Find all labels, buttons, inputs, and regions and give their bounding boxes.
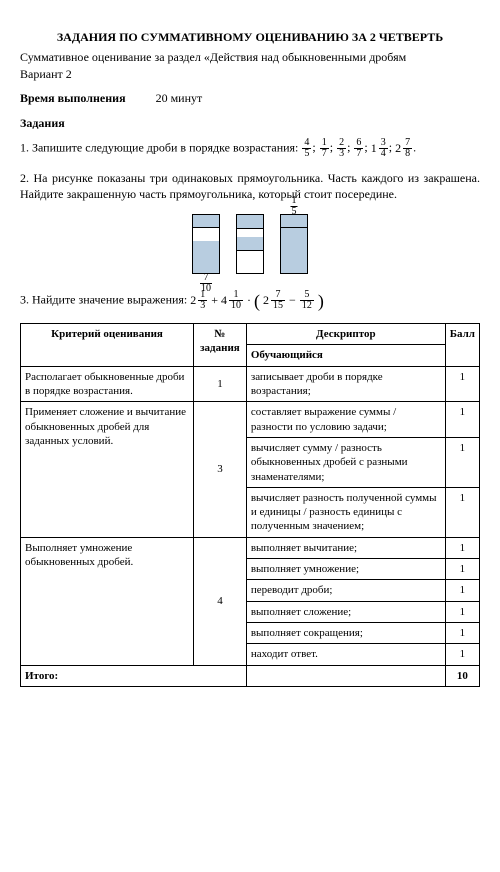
total-value: 10 [445, 665, 479, 686]
descriptor-cell: выполняет вычитание; [246, 537, 445, 558]
criterion-cell: Располагает обыкновенные дроби в порядке… [21, 366, 194, 402]
table-body: Располагает обыкновенные дроби в порядке… [21, 366, 480, 665]
score-cell: 1 [445, 402, 479, 438]
time-label: Время выполнения [20, 91, 126, 105]
descriptor-cell: выполняет умножение; [246, 559, 445, 580]
rect-1: 710 [192, 214, 220, 274]
variant: Вариант 2 [20, 67, 480, 83]
score-cell: 1 [445, 580, 479, 601]
rect-3: 15 [280, 214, 308, 274]
score-cell: 1 [445, 622, 479, 643]
table-row: Выполняет умножение обыкновенных дробей.… [21, 537, 480, 558]
tasks-heading: Задания [20, 116, 480, 132]
score-cell: 1 [445, 537, 479, 558]
total-empty [246, 665, 445, 686]
descriptor-cell: вычисляет разность полученной суммы и ед… [246, 487, 445, 537]
table-row: Располагает обыкновенные дроби в порядке… [21, 366, 480, 402]
task-number-cell: 4 [194, 537, 247, 665]
table-header-row: Критерий оценивания № задания Дескриптор… [21, 324, 480, 345]
descriptor-cell: составляет выражение суммы / разности по… [246, 402, 445, 438]
time-row: Время выполнения 20 минут [20, 91, 480, 107]
rect-2 [236, 214, 264, 274]
total-label: Итого: [21, 665, 247, 686]
criterion-cell: Применяет сложение и вычитание обыкновен… [21, 402, 194, 537]
score-cell: 1 [445, 487, 479, 537]
rectangles-diagram: 710 15 [20, 214, 480, 274]
descriptor-cell: находит ответ. [246, 644, 445, 665]
th-score: Балл [445, 324, 479, 367]
rect-3-label: 15 [290, 196, 299, 217]
descriptor-cell: переводит дроби; [246, 580, 445, 601]
table-total-row: Итого: 10 [21, 665, 480, 686]
rect-1-label: 710 [199, 273, 213, 294]
th-number: № задания [194, 324, 247, 367]
table-row: Применяет сложение и вычитание обыкновен… [21, 402, 480, 438]
descriptor-cell: выполняет сокращения; [246, 622, 445, 643]
task-1-fractions: 45; 17; 23; 67; 134; 278 [301, 140, 413, 154]
subtitle: Суммативное оценивание за раздел «Действ… [20, 50, 480, 66]
th-criterion: Критерий оценивания [21, 324, 194, 367]
page-title: ЗАДАНИЯ ПО СУММАТИВНОМУ ОЦЕНИВАНИЮ ЗА 2 … [20, 30, 480, 46]
th-descriptor: Дескриптор [246, 324, 445, 345]
score-cell: 1 [445, 366, 479, 402]
task-1: 1. Запишите следующие дроби в порядке во… [20, 138, 480, 159]
task-number-cell: 3 [194, 402, 247, 537]
task-2: 2. На рисунке показаны три одинаковых пр… [20, 171, 480, 202]
descriptor-cell: вычисляет сумму / разность обыкновенных … [246, 437, 445, 487]
descriptor-cell: выполняет сложение; [246, 601, 445, 622]
rubric-table: Критерий оценивания № задания Дескриптор… [20, 323, 480, 687]
descriptor-cell: записывает дроби в порядке возрастания; [246, 366, 445, 402]
task-number-cell: 1 [194, 366, 247, 402]
task-3-text: 3. Найдите значение выражения: [20, 292, 190, 306]
th-student: Обучающийся [246, 345, 445, 366]
score-cell: 1 [445, 601, 479, 622]
time-value: 20 минут [156, 91, 203, 105]
score-cell: 1 [445, 644, 479, 665]
score-cell: 1 [445, 559, 479, 580]
task-1-text: 1. Запишите следующие дроби в порядке во… [20, 140, 301, 154]
criterion-cell: Выполняет умножение обыкновенных дробей. [21, 537, 194, 665]
task-3: 3. Найдите значение выражения: 213 + 411… [20, 290, 480, 311]
score-cell: 1 [445, 437, 479, 487]
